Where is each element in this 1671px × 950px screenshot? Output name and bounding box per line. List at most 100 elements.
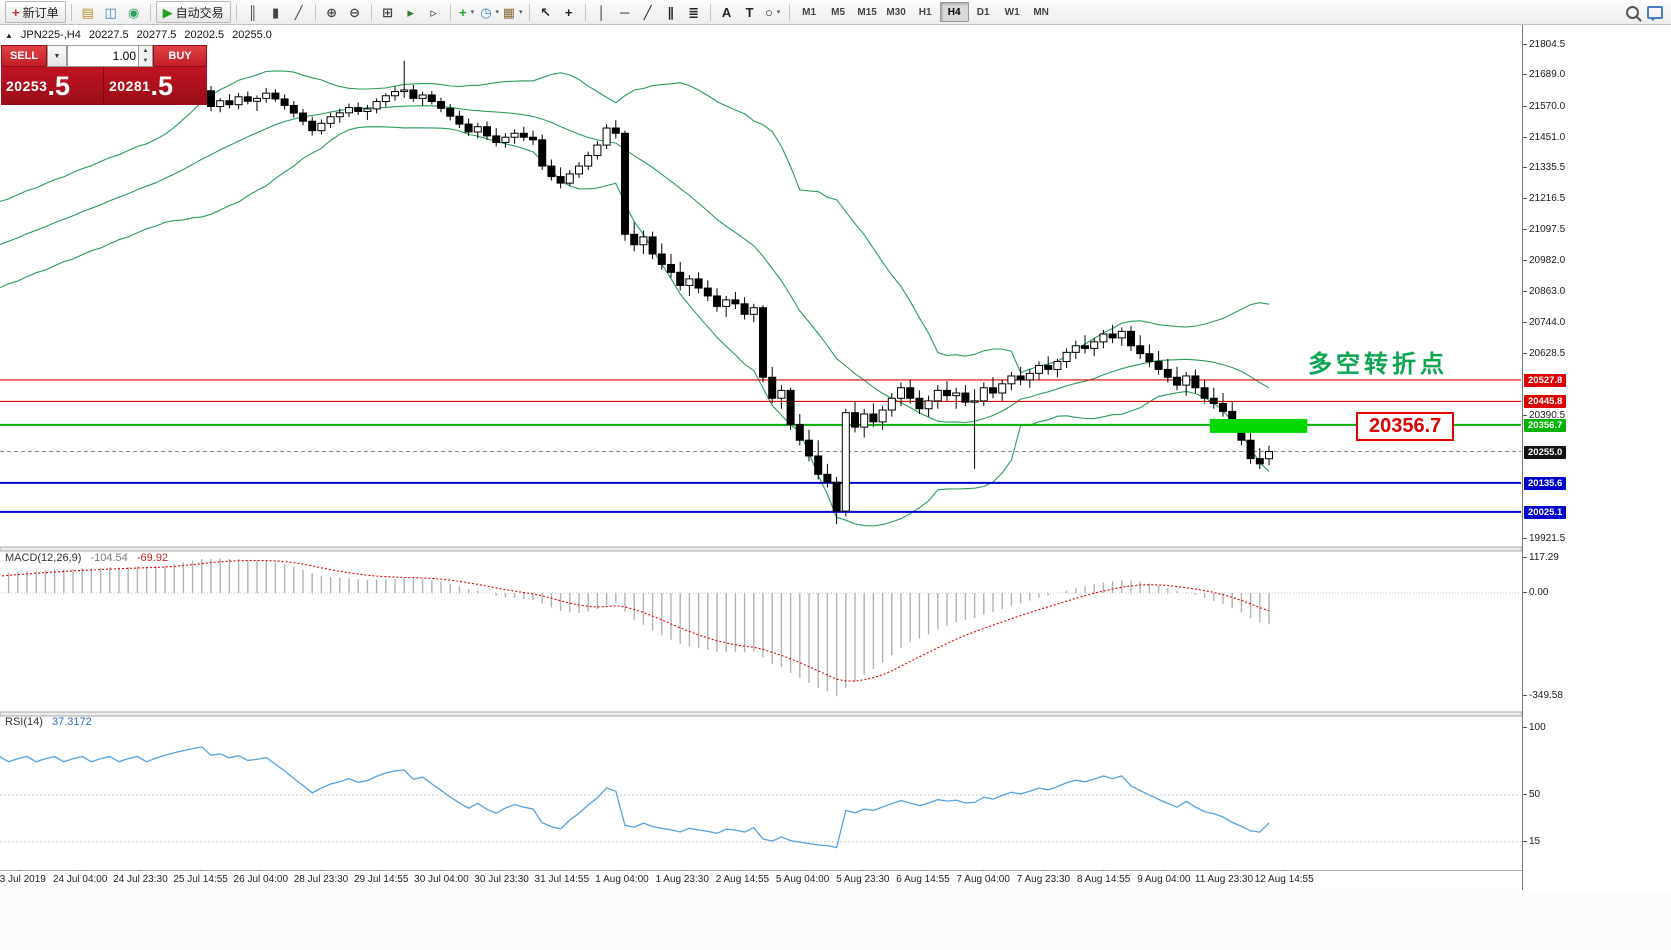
timeframe-d1[interactable]: D1 bbox=[976, 6, 990, 18]
quote-high: 20277.5 bbox=[136, 29, 177, 41]
buy-price-main: 20281 bbox=[109, 78, 151, 94]
volume-decrease-button[interactable]: ▼ bbox=[142, 58, 149, 64]
timeframe-w1[interactable]: W1 bbox=[1004, 6, 1020, 18]
timeframe-h1[interactable]: H1 bbox=[918, 6, 932, 18]
time-axis-label: 31 Jul 14:55 bbox=[534, 874, 590, 885]
order-type-dropdown[interactable]: ▼ bbox=[47, 45, 67, 67]
time-axis-label: 25 Jul 14:55 bbox=[173, 874, 228, 885]
cursor-icon: ↖ bbox=[540, 4, 552, 20]
highlight-rectangle[interactable] bbox=[1209, 419, 1308, 433]
timeframe-mn[interactable]: MN bbox=[1033, 6, 1049, 18]
channel-icon: ∥ bbox=[667, 4, 674, 20]
price-label-box[interactable]: 20356.7 bbox=[1356, 412, 1455, 441]
horizontal-line-button[interactable]: ─ bbox=[614, 1, 636, 23]
toolbar-separator bbox=[709, 3, 711, 21]
current-price-tag: 20255.0 bbox=[1524, 445, 1567, 459]
panel-separator[interactable] bbox=[0, 546, 1522, 552]
price-axis-tick: 20628.5 bbox=[1522, 347, 1566, 359]
buy-button[interactable]: BUY bbox=[153, 45, 207, 67]
timeframe-m15[interactable]: M15 bbox=[857, 6, 877, 18]
navigator-button[interactable]: ◉ bbox=[123, 1, 145, 23]
candlestick-chart-button[interactable]: ▮ bbox=[265, 1, 287, 23]
time-axis-label: 6 Aug 14:55 bbox=[896, 874, 950, 885]
macd-signal-value: -69.92 bbox=[136, 552, 169, 564]
time-axis-label: 28 Jul 23:30 bbox=[293, 874, 349, 885]
zoom-in-icon: ⊕ bbox=[326, 4, 338, 20]
time-axis-label: 5 Aug 04:00 bbox=[775, 874, 830, 885]
volume-increase-button[interactable]: ▲ bbox=[142, 48, 149, 54]
crosshair-button[interactable]: + bbox=[558, 1, 580, 23]
price-axis-tick: 20863.0 bbox=[1522, 286, 1566, 297]
macd-histogram bbox=[7, 558, 1270, 697]
time-axis[interactable]: 23 Jul 2019 24 Jul 04:00 24 Jul 23:30 25 Ju… bbox=[0, 871, 1522, 889]
fibonacci-button[interactable]: ≣ bbox=[683, 1, 705, 23]
auto-scroll-icon: ▸ bbox=[407, 4, 414, 20]
candlestick-icon: ▮ bbox=[272, 4, 280, 20]
text-button[interactable]: A bbox=[716, 1, 738, 23]
search-button[interactable] bbox=[1621, 1, 1643, 23]
price-axis-tick: 21216.5 bbox=[1522, 193, 1566, 205]
time-axis-label: 26 Jul 04:00 bbox=[233, 874, 289, 885]
volume-input[interactable] bbox=[68, 49, 138, 63]
panel-separator[interactable] bbox=[0, 711, 1522, 717]
time-axis-label: 7 Aug 23:30 bbox=[1016, 874, 1071, 885]
price-axis-tick: 21689.0 bbox=[1522, 69, 1566, 81]
sell-price-button[interactable]: 20253 .5 bbox=[1, 67, 104, 105]
indicators-button[interactable]: + ▾ bbox=[456, 1, 478, 23]
timeframe-m30[interactable]: M30 bbox=[886, 6, 906, 18]
zoom-in-button[interactable]: ⊕ bbox=[321, 1, 343, 23]
trendline-button[interactable]: ╱ bbox=[637, 1, 659, 23]
template-icon: ▦ bbox=[502, 4, 516, 20]
templates-button[interactable]: ▦ ▾ bbox=[502, 1, 524, 23]
periods-button[interactable]: ◷ ▾ bbox=[479, 1, 501, 23]
clock-icon: ◷ bbox=[480, 4, 492, 20]
macd-signal-line bbox=[0, 559, 1270, 682]
rsi-line bbox=[0, 746, 1270, 849]
macd-name: MACD(12,26,9) bbox=[5, 552, 82, 564]
chart-shift-button[interactable]: ▹ bbox=[423, 1, 445, 23]
rsi-name: RSI(14) bbox=[5, 716, 43, 728]
chart-annotation-text[interactable]: 多空转折点 bbox=[1308, 351, 1448, 378]
toolbar-separator bbox=[149, 3, 151, 21]
tile-windows-button[interactable]: ⊞ bbox=[377, 1, 399, 23]
price-axis[interactable]: 21804.5 21689.0 21570.0 21451.0 21335.5 21216… bbox=[1522, 25, 1671, 890]
auto-scroll-button[interactable]: ▸ bbox=[400, 1, 422, 23]
timeframe-m1[interactable]: M1 bbox=[802, 6, 817, 18]
chat-icon bbox=[1647, 5, 1663, 21]
bar-chart-icon: ║ bbox=[248, 4, 258, 20]
timeframe-h4[interactable]: H4 bbox=[939, 2, 969, 22]
rsi-axis-tick: 100 bbox=[1523, 722, 1546, 733]
text-label-button[interactable]: T bbox=[739, 1, 761, 23]
shapes-icon: ○ bbox=[764, 4, 773, 20]
chat-button[interactable] bbox=[1644, 1, 1666, 23]
cursor-button[interactable]: ↖ bbox=[535, 1, 557, 23]
timeframe-m5[interactable]: M5 bbox=[831, 6, 846, 18]
buy-price-button[interactable]: 20281 .5 bbox=[104, 67, 207, 105]
price-axis-tick: 21570.0 bbox=[1522, 100, 1566, 112]
zoom-out-button[interactable]: ⊖ bbox=[344, 1, 366, 23]
profiles-button[interactable]: ◫ bbox=[100, 1, 122, 23]
one-click-collapse-icon[interactable]: ▲ bbox=[5, 30, 13, 40]
one-click-trading-panel: SELL ▼ ▲ ▼ BUY 20253 .5 20281 .5 bbox=[1, 45, 207, 105]
vertical-line-button[interactable]: │ bbox=[591, 1, 613, 23]
new-order-button[interactable]: + 新订单 bbox=[5, 1, 66, 23]
channel-button[interactable]: ∥ bbox=[660, 1, 682, 23]
new-order-button-label: 新订单 bbox=[22, 5, 59, 20]
shapes-button[interactable]: ○ ▾ bbox=[762, 1, 784, 23]
charts-window-button[interactable]: ▤ bbox=[77, 1, 99, 23]
autotrade-button[interactable]: ▶ 自动交易 bbox=[155, 1, 231, 23]
bar-chart-button[interactable]: ║ bbox=[242, 1, 264, 23]
chevron-down-icon: ▾ bbox=[519, 9, 523, 16]
text-label-icon: T bbox=[745, 4, 754, 20]
quote-bar: ▲ JPN225-,H4 20227.5 20277.5 20202.5 202… bbox=[5, 29, 272, 41]
macd-label: MACD(12,26,9) -104.54 -69.92 bbox=[5, 552, 168, 564]
time-axis-label: 5 Aug 23:30 bbox=[836, 874, 890, 885]
quote-open: 20227.5 bbox=[88, 29, 129, 41]
time-axis-label: 1 Aug 04:00 bbox=[595, 874, 649, 885]
line-chart-button[interactable]: ╱ bbox=[288, 1, 310, 23]
sell-button[interactable]: SELL bbox=[1, 45, 47, 67]
candlestick-chart[interactable] bbox=[0, 0, 1522, 950]
time-axis-label: 24 Jul 23:30 bbox=[113, 874, 168, 885]
time-axis-label: 11 Aug 23:30 bbox=[1194, 874, 1254, 885]
time-axis-label: 30 Jul 23:30 bbox=[474, 874, 529, 885]
